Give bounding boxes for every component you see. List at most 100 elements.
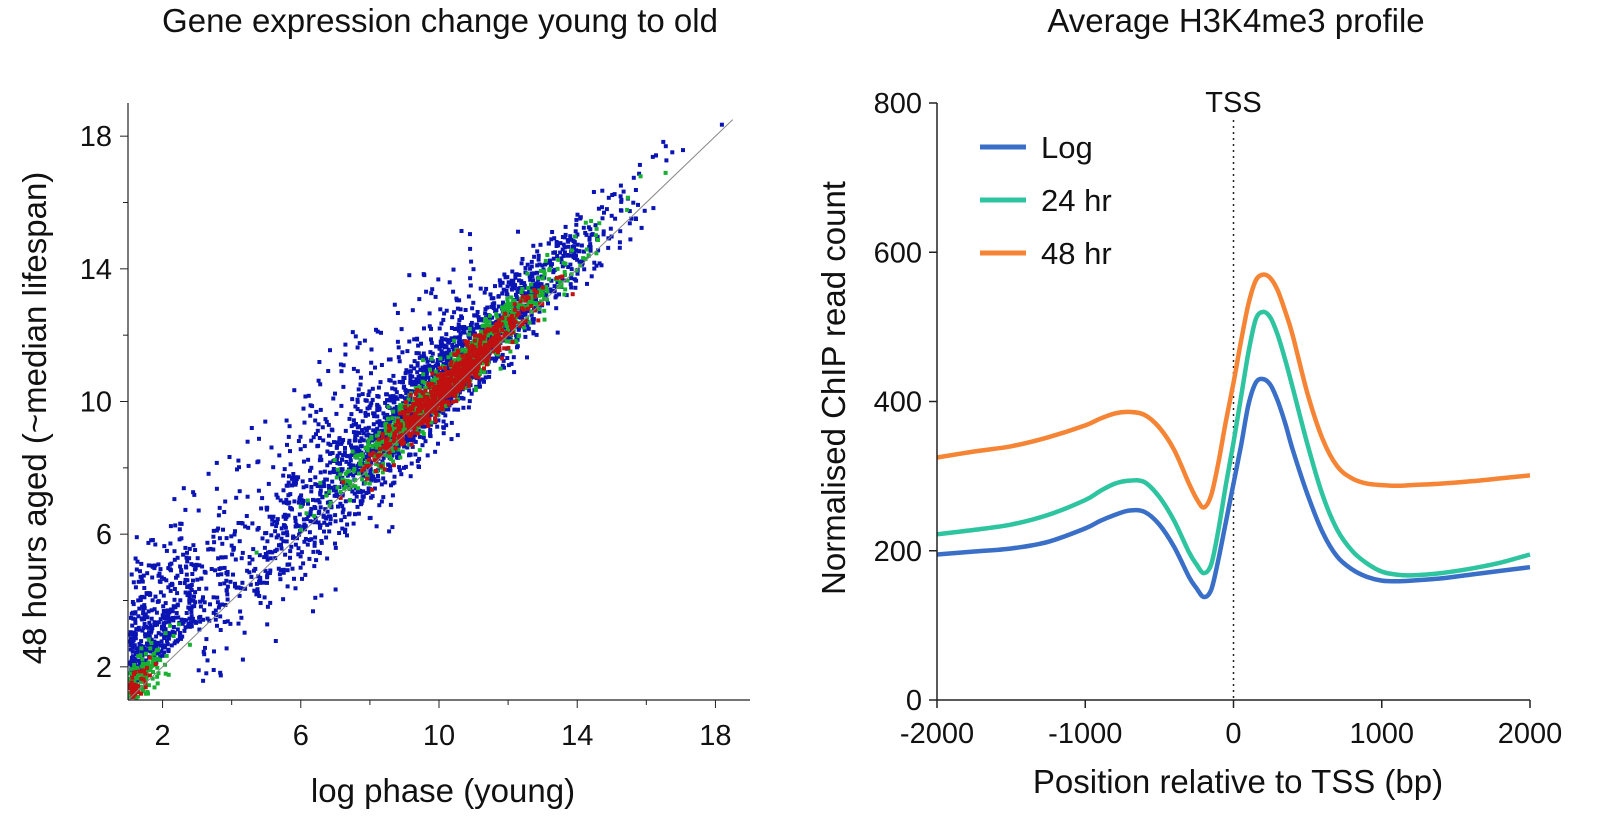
scatter-point — [548, 260, 553, 265]
scatter-point — [348, 471, 353, 476]
scatter-point — [650, 154, 655, 159]
scatter-point — [433, 294, 438, 299]
scatter-point — [515, 344, 520, 349]
scatter-point — [563, 287, 568, 292]
scatter-point — [334, 475, 339, 480]
scatter-point — [385, 436, 390, 441]
scatter-point — [251, 547, 256, 552]
scatter-point — [222, 510, 227, 514]
scatter-point — [129, 681, 134, 686]
scatter-point — [399, 438, 404, 443]
scatter-point — [490, 349, 495, 354]
scatter-point — [512, 302, 517, 307]
scatter-point — [162, 544, 167, 549]
scatter-point — [433, 390, 438, 395]
scatter-point — [627, 221, 632, 226]
scatter-point — [554, 306, 559, 311]
scatter-point — [133, 585, 138, 590]
scatter-point — [366, 490, 371, 495]
scatter-point — [265, 571, 270, 576]
scatter-point — [334, 469, 339, 474]
scatter-point — [631, 200, 636, 205]
scatter-point — [369, 401, 374, 406]
scatter-point — [539, 289, 544, 294]
scatter-point — [307, 530, 312, 535]
scatter-point — [489, 296, 494, 301]
scatter-point — [293, 542, 298, 547]
scatter-point — [301, 561, 306, 566]
scatter-point — [410, 417, 415, 422]
scatter-point — [444, 381, 448, 386]
scatter-point — [408, 393, 413, 397]
scatter-point — [160, 653, 165, 658]
scatter-point — [425, 395, 430, 400]
scatter-point — [179, 570, 184, 574]
scatter-point — [540, 276, 545, 281]
scatter-point — [233, 584, 237, 589]
scatter-point — [335, 467, 340, 472]
scatter-point — [259, 506, 264, 511]
scatter-point — [462, 379, 467, 384]
scatter-point — [471, 345, 476, 350]
scatter-point — [131, 630, 136, 635]
scatter-point — [500, 363, 505, 368]
scatter-point — [436, 367, 440, 372]
scatter-point — [446, 402, 451, 407]
scatter-point — [387, 445, 391, 450]
scatter-point — [445, 361, 450, 366]
scatter-point — [556, 257, 561, 262]
scatter-point — [437, 389, 442, 394]
scatter-point — [518, 299, 523, 304]
scatter-point — [374, 524, 379, 529]
scatter-point — [417, 385, 422, 390]
scatter-point — [155, 681, 160, 686]
scatter-x-tick-label: 6 — [293, 720, 309, 752]
scatter-point — [291, 534, 296, 539]
scatter-point — [127, 632, 132, 637]
scatter-point — [356, 486, 360, 491]
scatter-point — [503, 316, 508, 321]
scatter-point — [293, 586, 298, 591]
scatter-point — [245, 494, 250, 499]
scatter-point — [434, 344, 439, 349]
scatter-point — [500, 305, 504, 310]
scatter-point — [224, 646, 229, 651]
scatter-point — [565, 253, 570, 257]
scatter-point — [212, 649, 216, 654]
scatter-point — [419, 421, 424, 426]
scatter-point — [537, 282, 542, 287]
scatter-point — [681, 148, 685, 153]
scatter-point — [515, 303, 520, 308]
scatter-point — [618, 194, 623, 199]
scatter-point — [415, 431, 420, 436]
scatter-point — [594, 263, 599, 268]
scatter-point — [179, 636, 183, 641]
scatter-point — [566, 265, 571, 269]
scatter-point — [496, 304, 501, 309]
scatter-point — [555, 330, 560, 335]
scatter-point — [483, 316, 488, 321]
line-x-tick-label: 0 — [1225, 718, 1241, 750]
scatter-point — [409, 389, 414, 394]
scatter-point — [456, 328, 461, 333]
scatter-point — [313, 418, 318, 423]
scatter-point — [220, 541, 225, 546]
scatter-point — [211, 610, 216, 615]
scatter-point — [343, 530, 347, 535]
scatter-point — [434, 412, 439, 417]
scatter-point — [384, 431, 389, 436]
scatter-point — [142, 617, 147, 622]
scatter-point — [719, 122, 724, 127]
scatter-point — [129, 666, 134, 671]
scatter-point — [406, 442, 411, 447]
scatter-point — [473, 313, 478, 318]
scatter-point — [139, 561, 144, 566]
scatter-point — [586, 253, 591, 258]
scatter-point — [373, 453, 377, 458]
scatter-point — [429, 390, 434, 394]
scatter-point — [271, 465, 276, 470]
scatter-point — [165, 611, 170, 616]
scatter-point — [357, 424, 362, 429]
scatter-point — [504, 339, 509, 344]
scatter-point — [273, 529, 278, 534]
